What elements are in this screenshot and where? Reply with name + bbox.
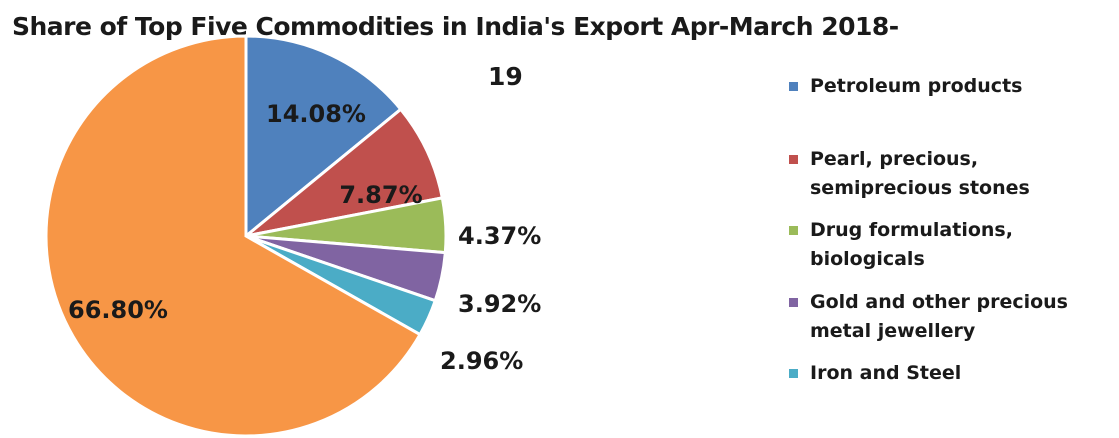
legend-swatch	[789, 369, 798, 378]
slice-data-label: 14.08%	[266, 100, 366, 128]
pie-slice-0	[244, 34, 403, 240]
chart-title: Share of Top Five Commodities in India's…	[12, 12, 899, 41]
pie-slice-5	[44, 34, 423, 438]
legend-label: Petroleum products	[810, 75, 1023, 97]
legend-label: Drug formulations,	[810, 219, 1013, 241]
slice-data-label: 7.87%	[339, 181, 422, 209]
legend-label: Iron and Steel	[810, 362, 962, 384]
chart-title-continued: 19	[488, 62, 523, 91]
legend-swatch	[789, 155, 798, 164]
legend-swatch	[789, 298, 798, 307]
legend-swatch	[789, 82, 798, 91]
legend-item: Gold and other precious metal jewellery	[789, 288, 1119, 346]
slice-data-label: 4.37%	[458, 222, 541, 250]
legend-label: Gold and other precious	[810, 291, 1068, 313]
legend-item: Drug formulations, biologicals	[789, 216, 1119, 274]
legend-label: Pearl, precious,	[810, 148, 979, 170]
slice-data-label: 2.96%	[440, 347, 523, 375]
legend-label: metal jewellery	[810, 320, 976, 342]
legend-item: Petroleum products	[789, 72, 1119, 101]
legend-item: Pearl, precious, semiprecious stones	[789, 145, 1119, 203]
legend-item: Iron and Steel	[789, 359, 1119, 388]
legend-label: semiprecious stones	[810, 177, 1030, 199]
legend-label: biologicals	[810, 248, 925, 270]
slice-data-label: 3.92%	[458, 290, 541, 318]
pie-slice-1	[245, 107, 445, 238]
slice-data-label: 66.80%	[68, 296, 168, 324]
legend-swatch	[789, 226, 798, 235]
